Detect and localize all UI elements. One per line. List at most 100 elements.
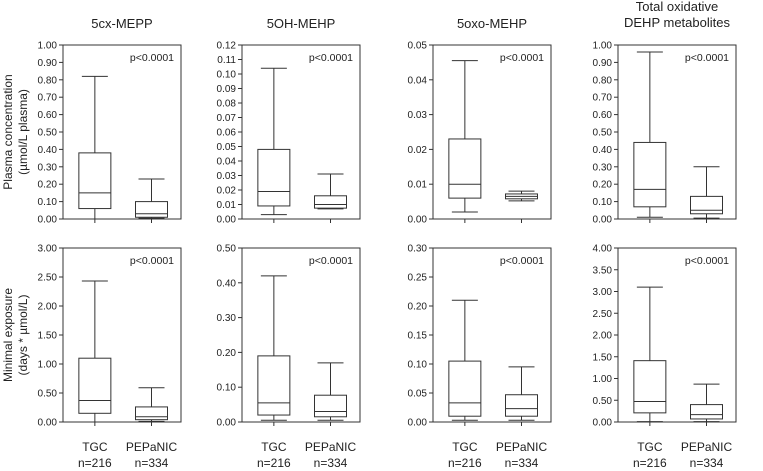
y-tick-label: 0.60 <box>38 110 58 121</box>
p-value-annotation: p<0.0001 <box>685 255 729 267</box>
plot-frame <box>241 44 361 220</box>
iqr-box <box>314 394 347 418</box>
category-label: PEPaNIC <box>496 440 548 454</box>
y-tick-label: 0.80 <box>593 75 613 86</box>
panel-title: 5cx-MEPP <box>91 16 152 31</box>
y-tick-label: 0.03 <box>217 171 237 182</box>
plot-frame <box>617 44 737 220</box>
y-tick-label: 0.60 <box>593 110 613 121</box>
y-tick-label: 0.50 <box>217 244 237 255</box>
box-tgc <box>633 51 667 218</box>
y-tick-label: 0.01 <box>217 200 237 211</box>
iqr-box <box>257 355 291 416</box>
category-n-label: n=334 <box>505 456 539 470</box>
y-tick-label: 0.00 <box>38 215 58 226</box>
y-tick-label: 3.00 <box>38 244 58 255</box>
category-n-label: n=216 <box>257 456 291 470</box>
y-tick-label: 1.50 <box>38 331 58 342</box>
box-tgc <box>257 67 291 216</box>
iqr-box <box>690 195 723 215</box>
iqr-box <box>135 201 168 218</box>
plot-frame <box>432 247 552 423</box>
category-n-label: n=216 <box>633 456 667 470</box>
category-n-label: n=216 <box>448 456 482 470</box>
row-label-line: (µmol/L plasma) <box>16 89 30 175</box>
box-pepanic <box>135 387 168 422</box>
y-tick-label: 0.00 <box>593 418 613 429</box>
row-label-line: (days * µmol/L) <box>16 295 30 376</box>
row-label-line: Minimal exposure <box>1 288 15 382</box>
y-tick-label: 0.90 <box>38 58 58 69</box>
iqr-box <box>448 138 482 199</box>
y-tick-label: 0.02 <box>217 186 237 197</box>
iqr-box <box>505 394 538 417</box>
y-tick-label: 0.00 <box>38 418 58 429</box>
p-value-annotation: p<0.0001 <box>130 255 174 267</box>
box-pepanic <box>135 178 168 219</box>
y-tick-label: 0.04 <box>408 75 428 86</box>
iqr-box <box>257 148 291 207</box>
y-tick-label: 0.90 <box>593 58 613 69</box>
panel-title: 5oxo-MEHP <box>457 16 527 31</box>
y-tick-label: 0.30 <box>38 162 58 173</box>
y-tick-label: 0.10 <box>38 197 58 208</box>
y-tick-label: 0.50 <box>38 389 58 400</box>
y-tick-label: 0.80 <box>38 75 58 86</box>
y-tick-label: 0.07 <box>217 113 237 124</box>
y-tick-label: 0.10 <box>593 197 613 208</box>
plot-frame <box>62 247 182 423</box>
category-label: TGC <box>452 440 478 454</box>
y-tick-label: 0.05 <box>408 41 428 52</box>
y-tick-label: 0.50 <box>593 128 613 139</box>
y-tick-label: 3.50 <box>593 265 613 276</box>
box-tgc <box>257 275 291 421</box>
p-value-annotation: p<0.0001 <box>309 255 353 267</box>
p-value-annotation: p<0.0001 <box>685 52 729 64</box>
y-tick-label: 0.00 <box>217 418 237 429</box>
y-tick-label: 0.50 <box>593 396 613 407</box>
box-tgc <box>633 286 667 423</box>
y-tick-label: 0.00 <box>217 215 237 226</box>
y-tick-label: 0.11 <box>217 55 236 66</box>
category-label: PEPaNIC <box>681 440 733 454</box>
y-tick-label: 0.20 <box>408 302 428 313</box>
panel-p-5oh-plasma: 5OH-MEHP 0.00 0.01 0.02 0.03 0.04 0.05 0.06 0.07… <box>217 16 361 226</box>
iqr-box <box>135 406 168 421</box>
plot-frame <box>432 44 552 220</box>
y-tick-label: 1.00 <box>38 360 58 371</box>
y-tick-label: 0.04 <box>217 157 237 168</box>
y-tick-label: 0.30 <box>217 313 237 324</box>
iqr-box <box>633 141 667 208</box>
box-pepanic <box>314 362 347 421</box>
y-tick-label: 0.25 <box>408 273 428 284</box>
y-tick-label: 1.00 <box>593 41 613 52</box>
y-tick-label: 0.50 <box>38 128 58 139</box>
category-label: PEPaNIC <box>126 440 178 454</box>
iqr-box <box>633 360 667 414</box>
y-tick-label: 2.00 <box>38 302 58 313</box>
plot-frame <box>617 247 737 423</box>
row-label-line: Plasma concentration <box>1 74 15 189</box>
panel-title-line: Total oxidative <box>636 0 718 14</box>
category-n-label: n=334 <box>314 456 348 470</box>
y-tick-label: 0.10 <box>217 383 237 394</box>
y-tick-label: 1.50 <box>593 352 613 363</box>
panel-p-5oh-exposure: 0.00 0.10 0.20 0.30 0.40 0.50 p<0.0001 <box>217 244 361 429</box>
panel-title-line: DEHP metabolites <box>624 15 730 30</box>
iqr-box <box>690 404 723 420</box>
y-tick-label: 1.00 <box>38 41 58 52</box>
box-pepanic <box>505 366 538 421</box>
y-tick-label: 2.50 <box>593 309 613 320</box>
iqr-box <box>78 152 112 210</box>
box-tgc <box>78 280 112 423</box>
x-axis-category-labels: TGC n=216 PEPaNIC n=334 TGC n=216 PEPaNIC n=334… <box>78 440 732 470</box>
y-tick-label: 0.10 <box>217 70 237 81</box>
y-tick-label: 0.05 <box>408 389 428 400</box>
p-value-annotation: p<0.0001 <box>309 52 353 64</box>
category-label: PEPaNIC <box>305 440 357 454</box>
y-tick-label: 3.00 <box>593 287 613 298</box>
category-n-label: n=216 <box>78 456 112 470</box>
y-tick-label: 0.40 <box>38 145 58 156</box>
